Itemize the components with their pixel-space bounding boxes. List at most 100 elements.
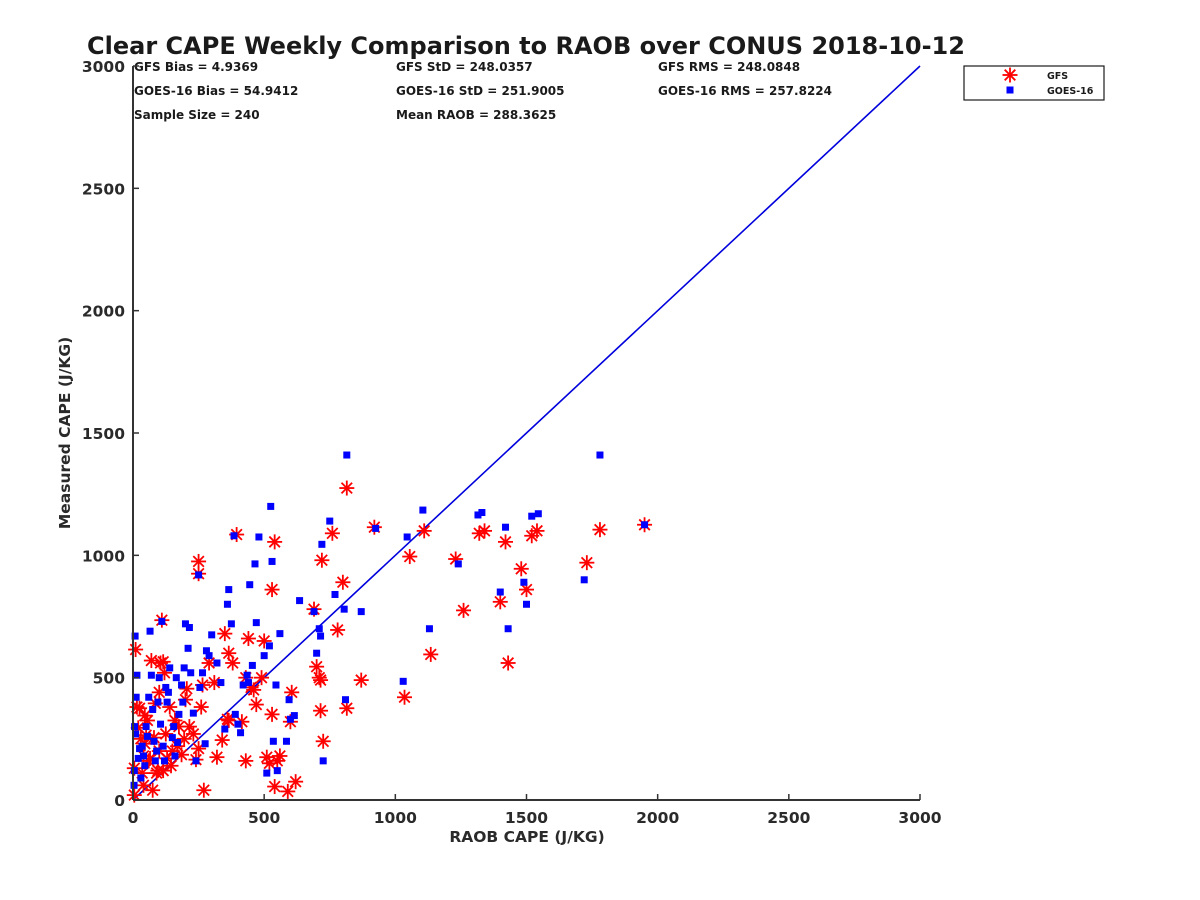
x-tick-label: 3000 (898, 809, 941, 827)
goes16-point (313, 649, 321, 657)
goes16-point (263, 769, 271, 777)
legend-goes16-label: GOES-16 (1047, 86, 1094, 97)
stats-annotations: GFS Bias = 4.9369 GFS StD = 248.0357 GFS R… (134, 60, 832, 122)
x-tick-label: 1500 (505, 809, 548, 827)
goes16-point (192, 757, 200, 765)
goes16-point (175, 710, 183, 718)
goes16-point (310, 608, 318, 616)
gfs-point (176, 731, 192, 747)
goes16-point (399, 677, 407, 685)
goes16-point (234, 720, 242, 728)
goes16-point (230, 532, 238, 540)
goes16-point (251, 560, 259, 568)
goes16-point (239, 681, 247, 689)
gfs-series (126, 480, 653, 803)
goes16-point (154, 698, 162, 706)
goes16-point (171, 752, 179, 760)
legend-gfs-marker (1002, 67, 1018, 83)
goes16-point (131, 723, 139, 731)
gfs-point (311, 670, 327, 686)
gfs-point (217, 626, 233, 642)
goes16-point (454, 560, 462, 568)
stat-text: Sample Size = 240 (134, 108, 260, 122)
stat-text: GFS RMS = 248.0848 (658, 60, 800, 74)
goes16-point (130, 767, 138, 775)
gfs-point (519, 582, 534, 598)
gfs-point (128, 642, 144, 658)
goes16-point (273, 767, 281, 775)
goes16-point (202, 647, 210, 655)
stat-text: GOES-16 StD = 251.9005 (396, 84, 565, 98)
gfs-point (248, 697, 264, 713)
goes16-point (143, 732, 151, 740)
goes16-point (132, 693, 140, 701)
gfs-point (221, 645, 237, 661)
gfs-point (314, 552, 330, 568)
gfs-point (153, 655, 169, 671)
gfs-point (267, 779, 283, 795)
goes16-point (403, 533, 411, 541)
goes16-point (331, 590, 339, 598)
stat-text: GOES-16 RMS = 257.8224 (658, 84, 832, 98)
gfs-point (214, 732, 230, 748)
legend-box (963, 65, 1105, 101)
goes16-point (265, 642, 273, 650)
goes16-point (199, 669, 207, 677)
goes16-point (243, 671, 251, 679)
stat-text: GFS Bias = 4.9369 (134, 60, 258, 74)
gfs-point (339, 700, 355, 716)
gfs-point (264, 582, 280, 598)
goes16-point (318, 540, 326, 548)
gfs-point (335, 574, 351, 590)
goes16-point (196, 683, 204, 691)
x-tick-label: 2000 (636, 809, 679, 827)
gfs-point (471, 525, 487, 541)
goes16-point (208, 631, 216, 639)
y-tick-label: 3000 (82, 58, 125, 76)
y-tick-label: 0 (114, 792, 125, 810)
goes16-point (137, 774, 145, 782)
goes16-point (213, 659, 221, 667)
goes16-point (231, 710, 239, 718)
goes16-point (205, 652, 213, 660)
goes16-point (150, 737, 158, 745)
goes16-point (237, 729, 245, 737)
goes16-point (160, 757, 168, 765)
y-axis-ticks: 0 500 1000 1500 2000 2500 3000 (82, 58, 139, 810)
goes16-point (149, 705, 157, 713)
gfs-point (254, 670, 270, 686)
goes16-point (179, 698, 187, 706)
legend-gfs-label: GFS (1047, 71, 1068, 82)
goes16-point (504, 625, 512, 633)
goes16-point (523, 600, 530, 608)
gfs-point (196, 782, 212, 798)
goes16-point (172, 674, 180, 682)
goes16-point (474, 511, 482, 519)
gfs-point (579, 555, 595, 571)
gfs-point (330, 622, 346, 638)
gfs-point (339, 480, 355, 496)
gfs-point (456, 602, 472, 618)
goes16-point (153, 747, 161, 755)
goes16-point (502, 523, 510, 531)
goes16-point (286, 715, 294, 723)
goes16-point (326, 517, 334, 525)
gfs-point (592, 522, 608, 538)
goes16-point (260, 652, 268, 660)
stat-text: Mean RAOB = 288.3625 (396, 108, 556, 122)
x-axis-label: RAOB CAPE (J/KG) (449, 828, 604, 846)
goes16-point (136, 745, 144, 753)
goes16-point (520, 578, 528, 586)
x-tick-label: 0 (128, 809, 139, 827)
gfs-point (353, 672, 369, 688)
gfs-point (238, 753, 254, 769)
gfs-point (513, 561, 529, 577)
goes16-point (221, 725, 229, 733)
goes16-point (134, 754, 142, 762)
gfs-point (143, 653, 159, 669)
goes16-point (139, 752, 147, 760)
y-tick-label: 2000 (82, 303, 125, 321)
goes16-point (267, 502, 275, 510)
goes16-point (195, 571, 203, 579)
goes16-point (184, 644, 192, 652)
